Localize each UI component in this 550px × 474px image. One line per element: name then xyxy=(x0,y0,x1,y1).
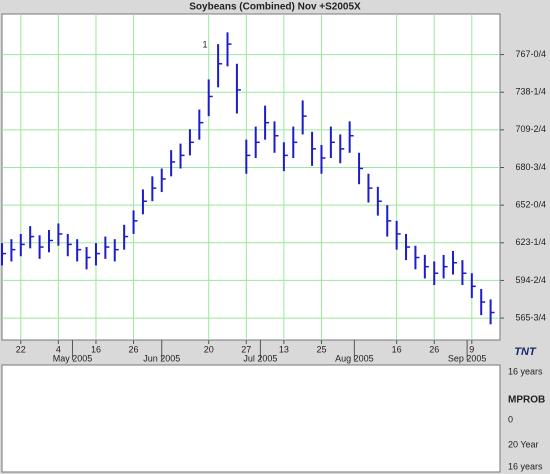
month-label: Jul 2005 xyxy=(243,353,277,363)
x-tick-label: 20 xyxy=(204,344,214,354)
month-label: Aug 2005 xyxy=(335,353,374,363)
indicator-panel xyxy=(1,364,501,473)
y-tick-label: 680-3/4 xyxy=(515,162,546,172)
lower-mid-label: 20 Year xyxy=(508,439,539,449)
annotation: 1 xyxy=(202,39,207,49)
y-tick-label: 652-0/4 xyxy=(515,200,546,210)
lower-bottom-label: 16 years xyxy=(508,461,543,471)
x-tick-label: 4 xyxy=(56,344,61,354)
x-tick-label: 13 xyxy=(279,344,289,354)
x-tick-label: 9 xyxy=(469,344,474,354)
lower-zero-label: 0 xyxy=(508,414,513,424)
month-label: Jun 2005 xyxy=(143,353,180,363)
month-label: Sep 2005 xyxy=(448,353,487,363)
y-tick-label: 709-2/4 xyxy=(515,124,546,134)
lower-top-label: 16 years xyxy=(508,366,543,376)
y-tick-label: 738-1/4 xyxy=(515,87,546,97)
y-tick-label: 767-0/4 xyxy=(515,49,546,59)
x-tick-label: 22 xyxy=(16,344,26,354)
y-tick-label: 623-1/4 xyxy=(515,237,546,247)
x-tick-label: 26 xyxy=(429,344,439,354)
logo: TNT xyxy=(514,346,537,358)
y-tick-label: 594-2/4 xyxy=(515,275,546,285)
x-tick-label: 16 xyxy=(392,344,402,354)
x-tick-label: 25 xyxy=(316,344,326,354)
x-tick-label: 26 xyxy=(129,344,139,354)
price-panel xyxy=(1,13,501,341)
y-tick-label: 565-3/4 xyxy=(515,312,546,322)
x-tick-label: 27 xyxy=(241,344,251,354)
month-label: May 2005 xyxy=(53,353,93,363)
lower-panel-name: MPROB xyxy=(508,395,545,406)
chart-title: Soybeans (Combined) Nov +S2005X xyxy=(189,2,361,13)
x-tick-label: 16 xyxy=(91,344,101,354)
